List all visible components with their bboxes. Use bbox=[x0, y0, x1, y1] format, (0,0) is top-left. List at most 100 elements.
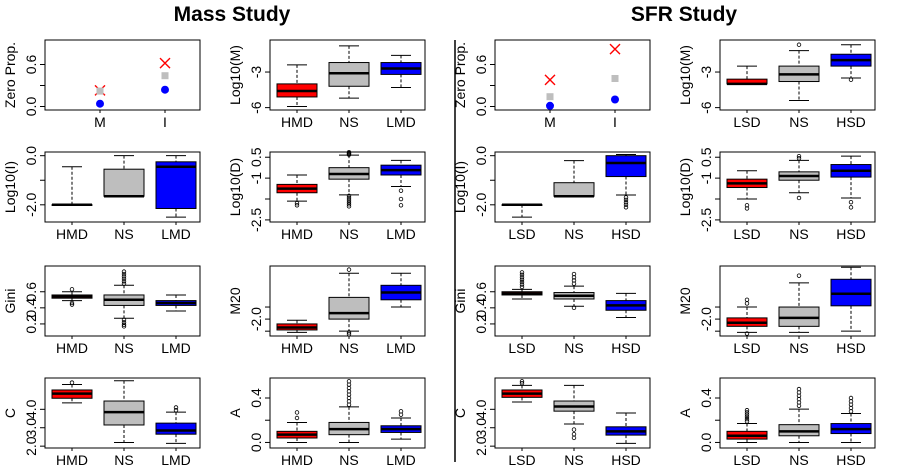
outlier-point bbox=[346, 197, 352, 203]
outlier-point bbox=[346, 267, 352, 272]
outlier-point bbox=[519, 380, 525, 386]
outlier-point bbox=[571, 271, 577, 277]
box-NS bbox=[553, 160, 595, 198]
plot-frame bbox=[44, 39, 201, 111]
plot-frame bbox=[494, 39, 651, 111]
red-cross-point bbox=[159, 57, 171, 69]
x-tick-label: NS bbox=[114, 226, 133, 242]
y-tick-label: 2.0 bbox=[473, 436, 489, 456]
y-tick-label: 4.0 bbox=[473, 399, 489, 419]
outlier-point bbox=[294, 203, 300, 208]
outlier-point bbox=[623, 197, 629, 203]
x-tick-label: I bbox=[613, 114, 617, 130]
y-tick-label: 3.0 bbox=[23, 418, 39, 438]
outlier-point bbox=[519, 277, 525, 282]
x-tick-label: LSD bbox=[733, 226, 760, 242]
mass-study-title: Mass Study bbox=[174, 3, 291, 26]
outlier-point bbox=[398, 196, 404, 202]
box-NS bbox=[328, 267, 370, 337]
x-tick-label: NS bbox=[564, 452, 583, 466]
plot-frame bbox=[269, 39, 426, 111]
y-tick-label: -1 bbox=[248, 172, 264, 185]
y-tick-label: 0.2 bbox=[23, 314, 39, 334]
outlier-point bbox=[398, 188, 404, 193]
plot-frame bbox=[494, 265, 651, 337]
outlier-point bbox=[398, 409, 404, 414]
y-axis-label: M20 bbox=[227, 287, 243, 314]
plot-frame bbox=[719, 39, 876, 111]
outlier-point bbox=[744, 414, 750, 420]
outlier-point bbox=[121, 317, 127, 323]
x-tick-label: HSD bbox=[836, 340, 866, 356]
y-tick-label: -2.0 bbox=[23, 193, 39, 217]
outlier-point bbox=[848, 77, 854, 82]
box-body bbox=[103, 168, 145, 197]
outlier-point bbox=[744, 203, 750, 208]
plot-frame bbox=[494, 377, 651, 449]
x-tick-label: NS bbox=[789, 114, 808, 130]
outlier-point bbox=[623, 205, 629, 210]
outlier-point bbox=[519, 275, 525, 280]
y-tick-label: -6 bbox=[248, 101, 264, 114]
y-tick-label: 0.0 bbox=[23, 146, 39, 166]
y-axis-label: Zero Prop. bbox=[452, 42, 468, 108]
y-axis-label: Log10(D) bbox=[677, 158, 693, 216]
outlier-point bbox=[623, 200, 629, 205]
gray-square-point bbox=[96, 87, 104, 95]
gray-square-point bbox=[611, 75, 619, 82]
panel-sfr-11: 0.5 -1 -2.5 Log10(D) LSD NS HSD bbox=[677, 147, 876, 242]
box-HMD bbox=[276, 174, 318, 208]
panel-mass-5: -2.0 M20 HMD NS LMD bbox=[227, 265, 426, 356]
outlier-point bbox=[69, 380, 75, 385]
outlier-point bbox=[796, 386, 802, 392]
panel-mass-7: 0.4 0.0 A HMD NS LMD bbox=[227, 377, 426, 466]
plot-frame bbox=[719, 151, 876, 223]
x-tick-label: LMD bbox=[386, 114, 416, 130]
box-NS bbox=[778, 42, 820, 102]
panel-sfr-12: 0.60.40.2 Gini LSD NS HSD bbox=[452, 265, 651, 356]
panel-mass-0: 0.0 0.6 Zero Prop. M I bbox=[2, 39, 201, 130]
outlier-point bbox=[744, 301, 750, 306]
box-NS bbox=[328, 379, 370, 443]
box-HSD bbox=[830, 155, 872, 210]
sfr-study-title: SFR Study bbox=[631, 3, 737, 26]
y-tick-label: -3 bbox=[698, 66, 714, 79]
outlier-point bbox=[796, 195, 802, 201]
plot-frame bbox=[269, 265, 426, 337]
outlier-point bbox=[744, 416, 750, 422]
y-tick-label: 0.0 bbox=[698, 433, 714, 453]
x-tick-label: LMD bbox=[161, 226, 191, 242]
y-tick-label: 3.0 bbox=[473, 418, 489, 438]
x-tick-label: NS bbox=[789, 340, 808, 356]
y-axis-label: Log10(M) bbox=[227, 45, 243, 105]
y-tick-label: -2.0 bbox=[698, 307, 714, 331]
box-NS bbox=[778, 386, 820, 443]
outlier-point bbox=[519, 270, 525, 275]
x-tick-label: HMD bbox=[56, 340, 88, 356]
box-HMD bbox=[276, 319, 318, 333]
panel-mass-3: 0.5 -1 -2.5 Log10(D) HMD NS LMD bbox=[227, 147, 426, 242]
outlier-point bbox=[173, 405, 179, 410]
box-LMD bbox=[155, 155, 197, 218]
x-tick-label: LMD bbox=[161, 340, 191, 356]
outlier-point bbox=[346, 202, 352, 207]
x-tick-label: HMD bbox=[56, 226, 88, 242]
box-HSD bbox=[830, 44, 872, 82]
box-LSD bbox=[726, 408, 768, 443]
panel-sfr-8: 0.0 0.6 Zero Prop. M I bbox=[452, 39, 651, 130]
outlier-point bbox=[121, 279, 127, 284]
y-tick-label: 0.0 bbox=[248, 433, 264, 453]
y-axis-label: Gini bbox=[2, 289, 18, 314]
box-LSD bbox=[501, 379, 543, 403]
y-axis-label: C bbox=[2, 408, 18, 418]
y-tick-label: 0.0 bbox=[23, 97, 39, 117]
panel-mass-2: 0.0 -2.0 Log10(I) HMD NS LMD bbox=[2, 146, 201, 242]
outlier-point bbox=[294, 200, 300, 206]
y-axis-label: Log10(I) bbox=[452, 161, 468, 213]
red-cross-point bbox=[544, 74, 556, 86]
x-tick-label: LSD bbox=[508, 226, 535, 242]
box-LSD bbox=[726, 170, 768, 211]
outlier-point bbox=[121, 322, 127, 327]
plot-frame bbox=[44, 151, 201, 223]
